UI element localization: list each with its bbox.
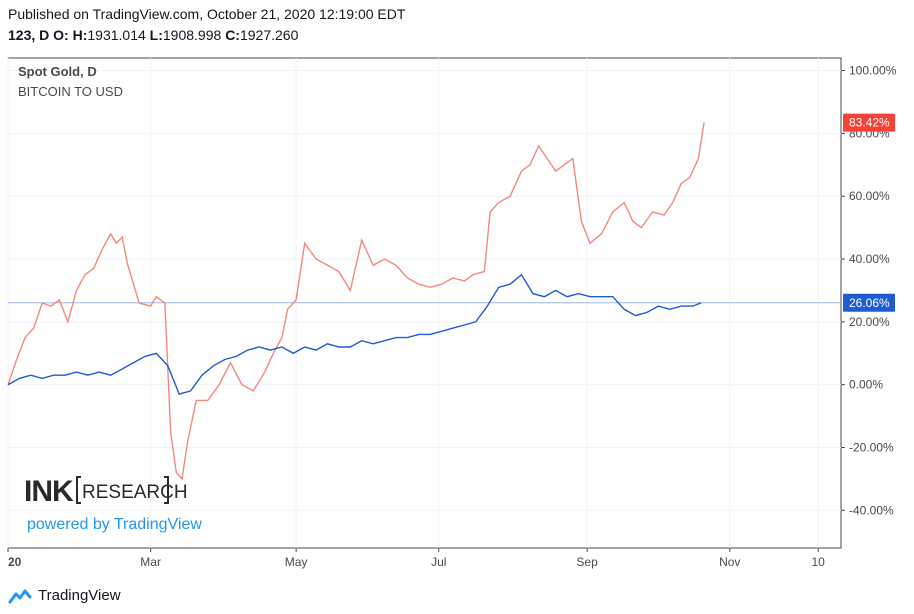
y-tick-label: 0.00% — [849, 378, 883, 392]
x-tick-label: May — [285, 555, 308, 569]
y-tick-label: 100.00% — [849, 64, 897, 78]
bitcoin-badge-bg — [843, 113, 895, 132]
x-tick-label: Mar — [140, 555, 161, 569]
y-tick-label: 20.00% — [849, 315, 890, 329]
logo-bracket — [76, 476, 169, 504]
tradingview-brand: TradingView — [38, 587, 121, 604]
gold-badge: 26.06% — [843, 293, 895, 312]
open-label: O: — [53, 27, 69, 43]
bitcoin-badge-label: 83.42% — [849, 116, 890, 130]
high-label: H: — [72, 27, 88, 43]
gold-series-line — [7, 273, 702, 395]
bitcoin-badge: 83.42% — [843, 113, 895, 132]
bitcoin-series-line — [7, 122, 705, 481]
gold-badge-label: 26.06% — [849, 296, 890, 310]
high-value: 1931.014 — [87, 27, 146, 43]
y-axis: 100.00%80.00%60.00%40.00%20.00%0.00%-20.… — [841, 64, 897, 517]
published-line: Published on TradingView.com, October 21… — [8, 6, 406, 22]
low-value: 1908.998 — [162, 27, 222, 43]
ink-research-logo: INK RESEARCH — [24, 475, 188, 508]
close-value: 1927.260 — [239, 27, 299, 43]
logo-research: RESEARCH — [82, 482, 188, 503]
gold-badge-bg — [843, 293, 895, 312]
x-tick-label: 10 — [811, 555, 825, 569]
ohlc-line: 123, D O: H:1931.014 L:1908.998 C:1927.2… — [8, 27, 298, 43]
x-axis: 20 Mar May Jul Sep Nov 10 — [7, 548, 825, 569]
x-tick-label: Sep — [576, 555, 598, 569]
tradingview-footer[interactable]: TradingView — [8, 587, 121, 604]
x-tick-label: Nov — [719, 555, 740, 569]
logo-ink: INK — [24, 475, 74, 508]
x-tick-label: Jul — [431, 555, 446, 569]
legend-subtitle: BITCOIN TO USD — [18, 84, 123, 99]
close-label: C: — [225, 27, 240, 43]
y-tick-label: -20.00% — [849, 440, 894, 454]
y-tick-label: -40.00% — [849, 503, 894, 517]
symbol-label: 123, D — [8, 27, 50, 43]
low-label: L: — [149, 27, 163, 43]
x-tick-label: 20 — [8, 555, 22, 569]
y-tick-label: 60.00% — [849, 189, 890, 203]
y-tick-label: 40.00% — [849, 252, 890, 266]
tradingview-logo-icon — [8, 589, 32, 603]
legend-title: Spot Gold, D — [18, 64, 97, 79]
powered-by-label: powered by TradingView — [27, 516, 202, 533]
